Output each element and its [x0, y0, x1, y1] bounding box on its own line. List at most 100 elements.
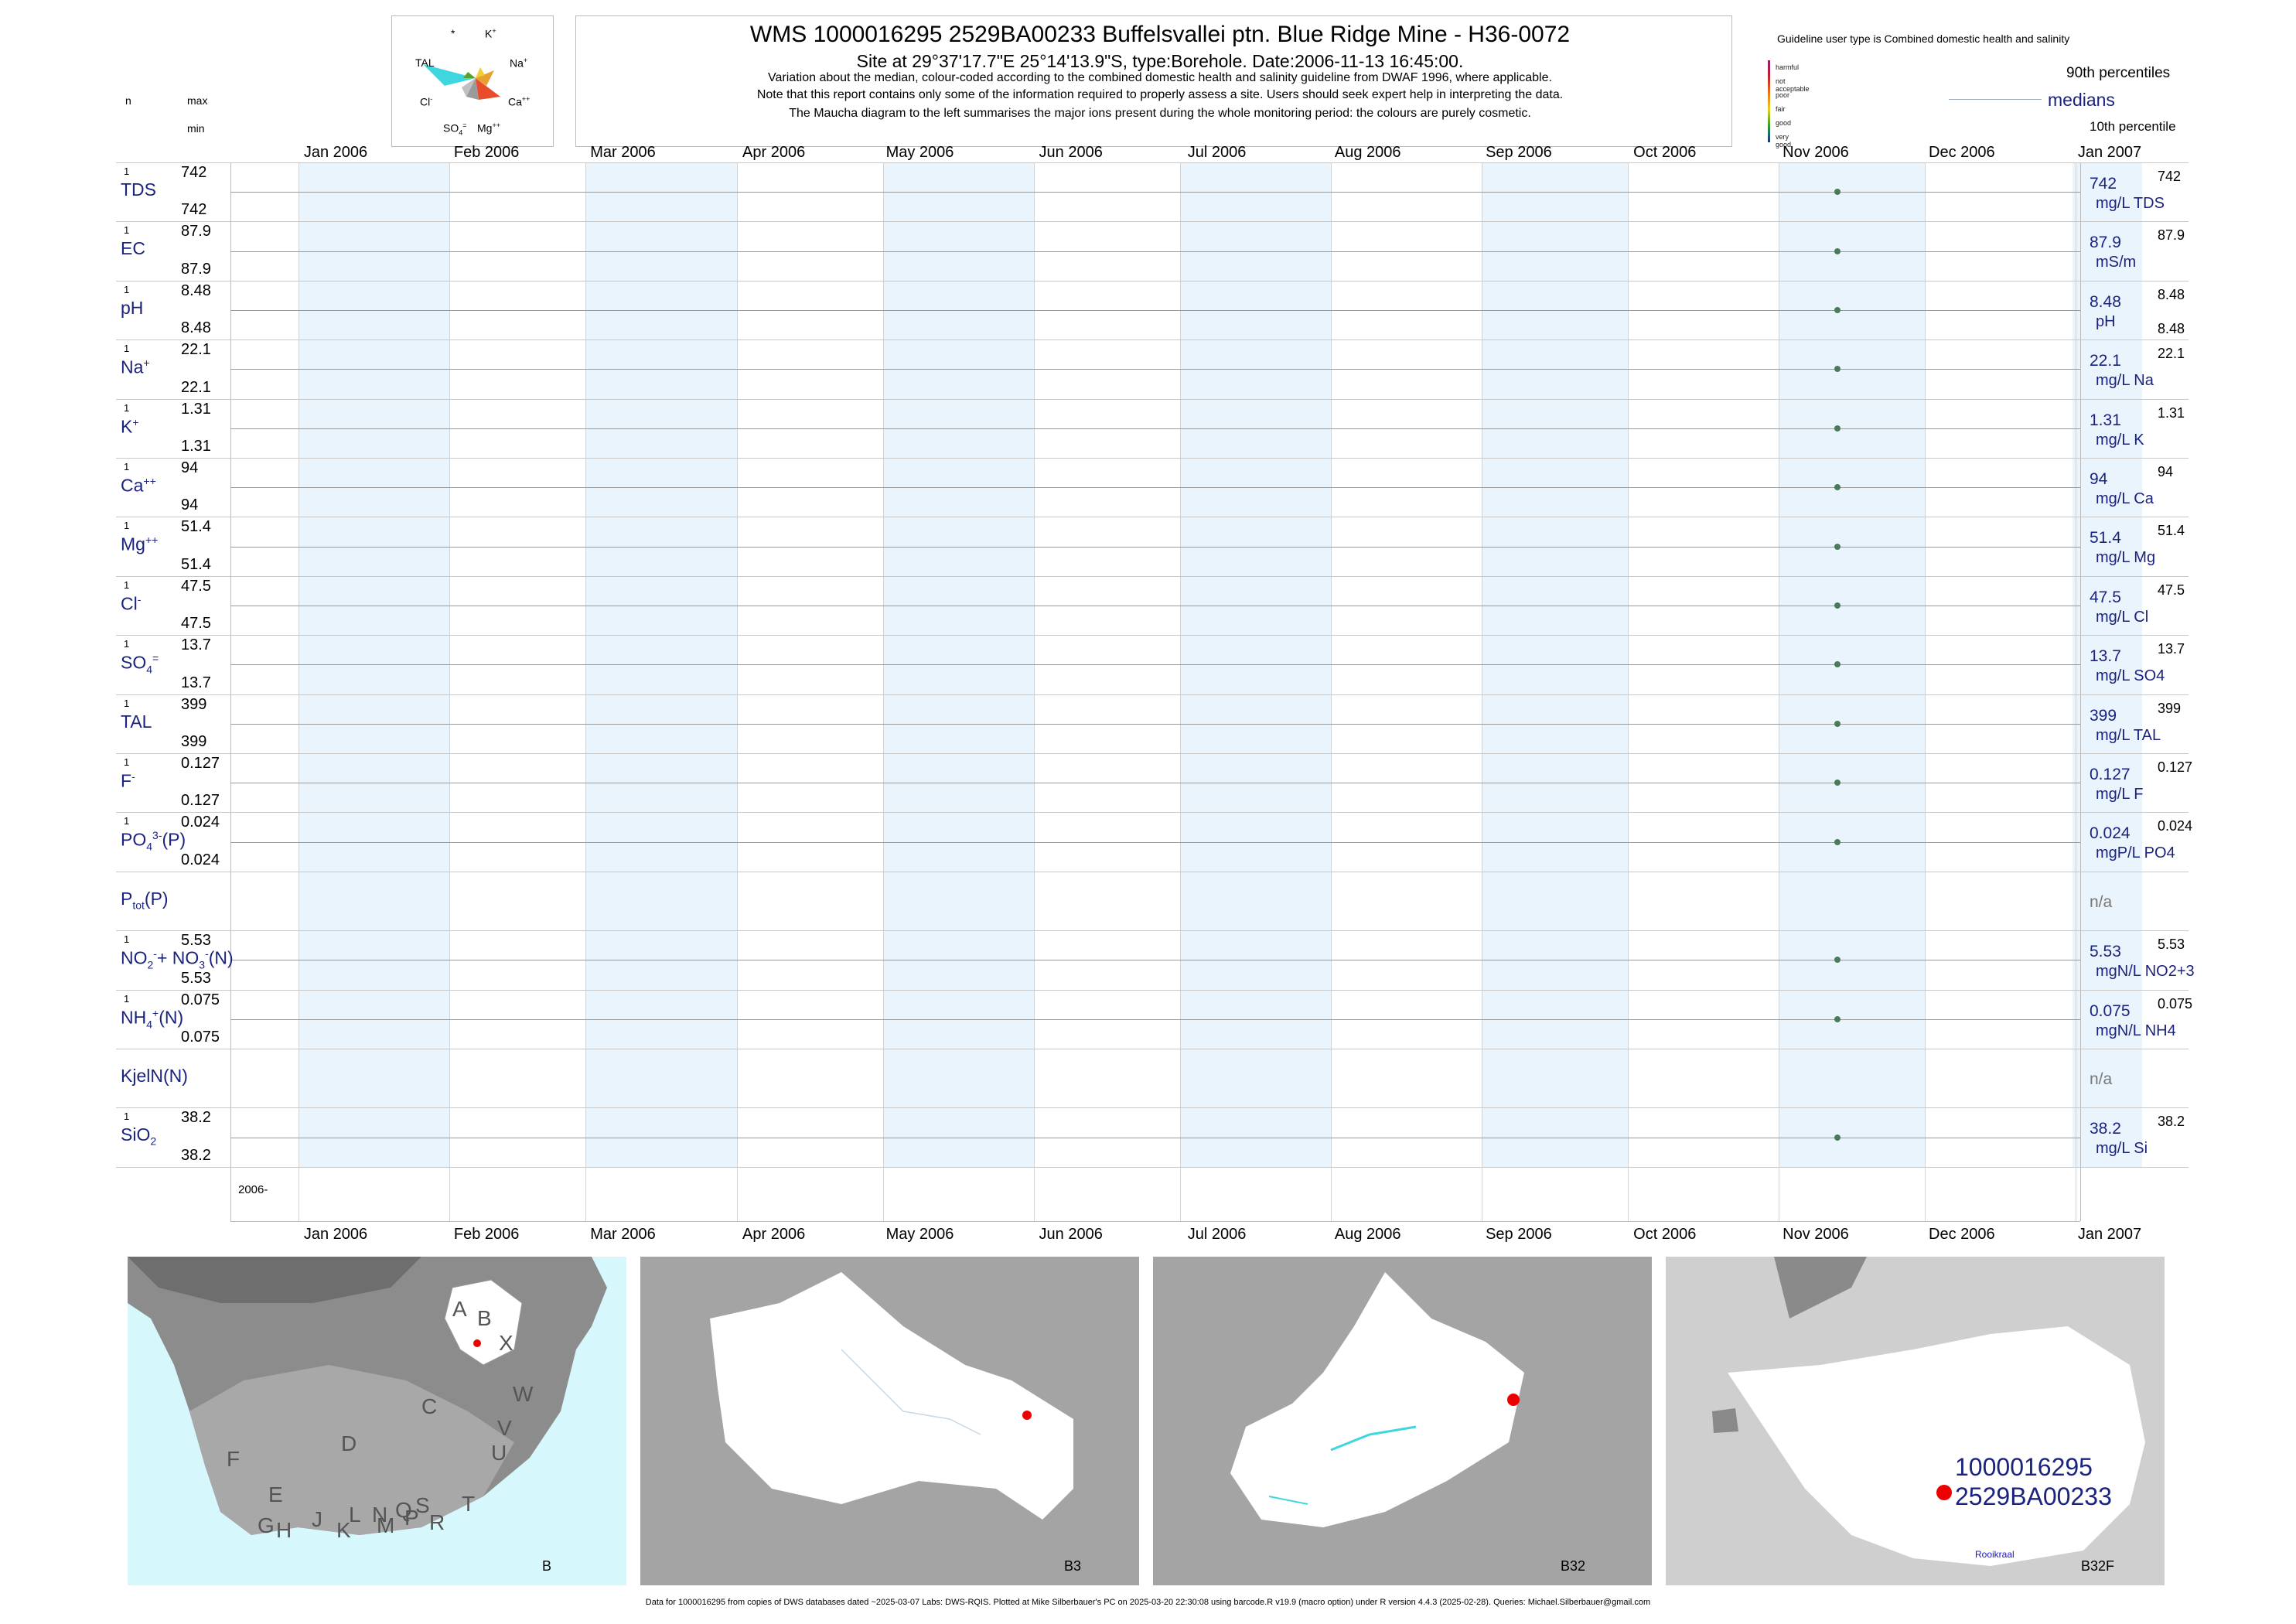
param-label-na: Na+	[121, 357, 150, 377]
row-n: 1	[124, 992, 130, 1005]
row-n: 1	[124, 638, 130, 650]
legend-medians: medians	[2048, 90, 2115, 110]
x-tick-label-top: Jul 2006	[1187, 144, 1247, 161]
row-unit: mg/L Ca	[2096, 490, 2154, 507]
x-tick-label-top: Apr 2006	[742, 144, 806, 161]
x-tick-label-top: Sep 2006	[1486, 144, 1552, 161]
map-b32-svg	[1153, 1257, 1652, 1585]
row-max: 87.9	[181, 223, 211, 241]
maucha-cl-label: Cl-	[420, 95, 433, 108]
row-unit: mgP/L PO4	[2096, 844, 2175, 862]
x-tick-label-top: Nov 2006	[1783, 144, 1849, 161]
month-gridline	[1179, 162, 1181, 1221]
median-point-2	[1834, 307, 1841, 313]
row-max: 94	[181, 459, 199, 476]
x-tick-label-top: Mar 2006	[590, 144, 656, 161]
maucha-na-label: Na+	[510, 56, 528, 70]
row-median-value: 0.024	[2090, 824, 2131, 843]
map-b-catchment-letter: H	[276, 1518, 292, 1542]
plot-right-border	[2080, 162, 2081, 1221]
max-header: max	[187, 94, 208, 107]
month-band	[2073, 162, 2142, 1167]
header-note-2: Note that this report contains only some…	[756, 88, 1564, 101]
legend-very-good: very good	[1776, 133, 1792, 148]
maucha-star-label: *	[451, 27, 455, 39]
map-b-catchment-letter: X	[499, 1331, 513, 1355]
param-label-so4: SO4=	[121, 652, 159, 676]
x-tick-label-bottom: Jan 2007	[2077, 1225, 2142, 1243]
month-gridline	[1033, 162, 1035, 1221]
row-min: 13.7	[181, 674, 211, 691]
row-max: 1.31	[181, 400, 211, 418]
row-unit: mg/L Si	[2096, 1140, 2148, 1158]
row-median-value: 8.48	[2090, 292, 2121, 311]
map-b-catchment-letter: Q	[395, 1498, 412, 1522]
map-b-catchment-letter: E	[268, 1482, 283, 1506]
row-unit: mgN/L NH4	[2096, 1022, 2176, 1039]
maucha-diagram: * K+ TAL Na+ Cl- Ca++ SO4= Mg++	[391, 15, 554, 147]
guideline-title: Guideline user type is Combined domestic…	[1777, 32, 2070, 45]
param-label-cl: Cl-	[121, 592, 142, 614]
map-b-site-marker	[473, 1339, 481, 1347]
x-tick-label-bottom: Sep 2006	[1486, 1225, 1552, 1243]
maucha-na-segment	[476, 70, 494, 86]
row-max: 13.7	[181, 636, 211, 654]
row-right-max: 5.53	[2158, 937, 2185, 953]
x-tick-label-bottom: Feb 2006	[453, 1225, 520, 1243]
param-label-ph: pH	[121, 297, 144, 318]
barcode-chart: Jan 2006 Jan 2006 Feb 2006 Feb 2006 Mar 2006…	[116, 144, 2195, 1243]
legend-fair: fair	[1776, 105, 1786, 113]
row-n: 1	[124, 1111, 130, 1123]
row-max: 22.1	[181, 341, 211, 359]
row-n: 1	[124, 283, 130, 295]
row-unit: mg/L F	[2096, 786, 2144, 803]
median-point-13	[1834, 957, 1841, 964]
guideline-color-bar	[1768, 60, 1770, 142]
x-tick-label-top: Jan 2007	[2077, 144, 2142, 161]
row-max: 742	[181, 164, 207, 181]
map-site-id: 1000016295	[1955, 1453, 2093, 1481]
map-b-catchment-letter: L	[349, 1503, 361, 1527]
param-label-mg: Mg++	[121, 534, 159, 555]
map-b-label: B	[542, 1558, 552, 1574]
row-min: 0.024	[181, 851, 220, 868]
row-median-value: 742	[2090, 175, 2117, 193]
row-n: 1	[124, 756, 130, 768]
row-n: 1	[124, 520, 130, 532]
row-unit: mg/L SO4	[2096, 667, 2165, 685]
row-median-line	[230, 841, 2080, 843]
row-median-value: 38.2	[2090, 1120, 2121, 1138]
row-n: 1	[124, 578, 130, 591]
map-site-code: 2529BA00233	[1955, 1482, 2112, 1510]
map-b-catchment-letter: B	[477, 1306, 492, 1330]
param-label-tds: TDS	[121, 179, 156, 200]
row-separator	[116, 635, 2189, 636]
map-b-catchment-letter: W	[513, 1382, 534, 1406]
map-b3-label: B3	[1064, 1558, 1082, 1574]
map-b-svg	[128, 1257, 626, 1585]
row-right-max: 51.4	[2158, 523, 2185, 539]
row-separator	[116, 1166, 2189, 1168]
map-b-catchment-letter: N	[372, 1503, 388, 1527]
x-tick-label-top: Feb 2006	[453, 144, 520, 161]
row-right-max: 38.2	[2158, 1114, 2185, 1130]
maucha-mg-label: Mg++	[477, 121, 500, 135]
row-na: n/a	[2090, 892, 2113, 911]
map-b-catchment-letter: C	[421, 1394, 438, 1418]
x-tick-label-top: May 2006	[885, 144, 954, 161]
maucha-cl-segment	[463, 72, 476, 78]
param-label-sio2: SiO2	[121, 1124, 157, 1148]
row-median-value: 47.5	[2090, 588, 2121, 606]
median-point-0	[1834, 189, 1841, 196]
map-secondary-catchment: B3	[640, 1257, 1139, 1585]
row-unit: mg/L TAL	[2096, 726, 2161, 744]
row-min: 399	[181, 733, 207, 750]
median-point-5	[1834, 484, 1841, 491]
row-unit: mg/L Mg	[2096, 549, 2156, 567]
x-tick-label-bottom: Aug 2006	[1334, 1225, 1401, 1243]
site-info: Site at 29°37'17.7"E 25°14'13.9"S, type:…	[856, 51, 1464, 71]
month-gridline	[736, 162, 738, 1221]
map-b32-site-marker	[1507, 1394, 1520, 1406]
map-tertiary-catchment: B32	[1153, 1257, 1652, 1585]
map-b-catchment-letter: P	[404, 1506, 419, 1530]
